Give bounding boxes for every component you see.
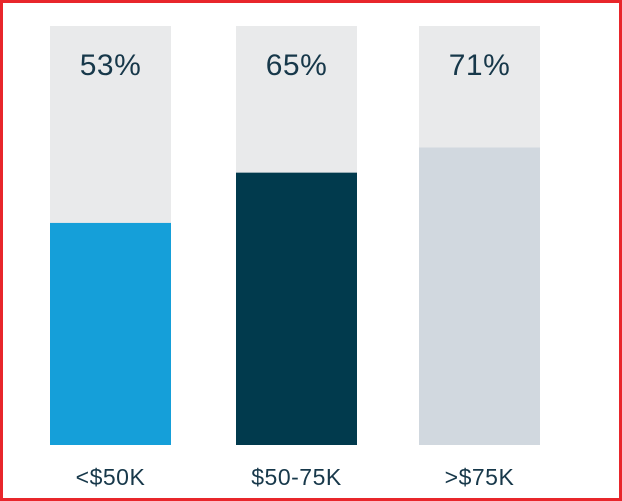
bar xyxy=(50,222,171,445)
category-label: $50-75K xyxy=(251,464,342,490)
bar xyxy=(236,172,357,445)
category-label: <$50K xyxy=(76,464,146,490)
bar-value-label: 71% xyxy=(449,49,511,82)
category-label: >$75K xyxy=(445,464,515,490)
bar xyxy=(419,147,540,445)
bar-value-label: 65% xyxy=(266,49,328,82)
bar-value-label: 53% xyxy=(80,49,142,82)
